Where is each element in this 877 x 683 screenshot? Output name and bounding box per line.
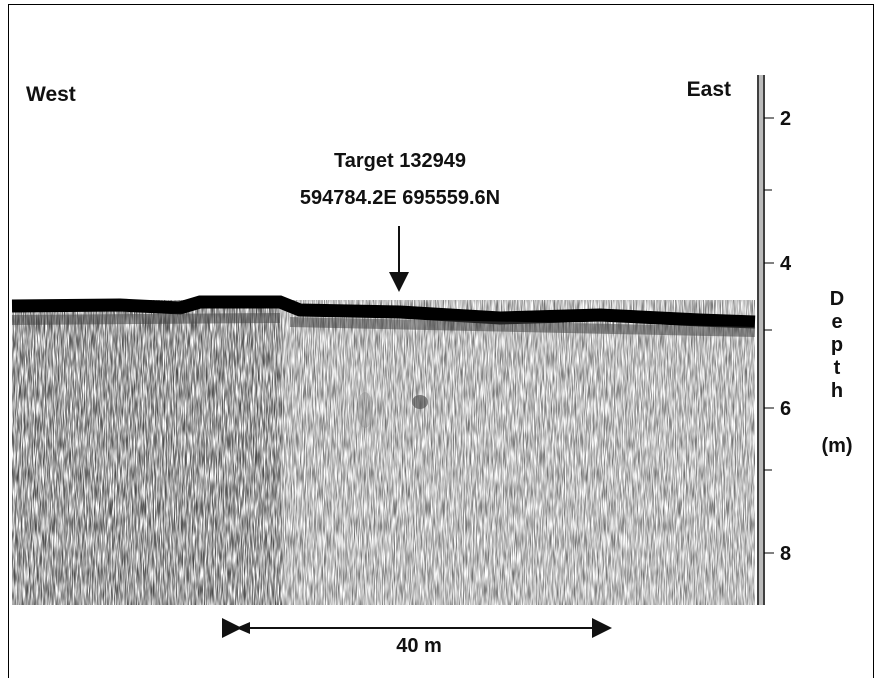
east-label: East: [687, 78, 731, 101]
tick-label: 8: [780, 543, 791, 565]
target-coords: 594784.2E 695559.6N: [300, 187, 500, 209]
minor-ticks: [764, 189, 772, 471]
target-label: Target 132949: [334, 150, 466, 172]
tick-label: 6: [780, 398, 791, 420]
sonar-image: [11, 295, 756, 605]
scale-label: 40 m: [396, 635, 442, 657]
tick-label: 2: [780, 108, 791, 130]
frame: [8, 4, 874, 683]
axis-fill: [759, 75, 763, 605]
depth-unit: (m): [821, 435, 852, 457]
scale-arrowhead: [236, 622, 250, 634]
tick-label: 4: [780, 253, 792, 275]
west-label: West: [26, 83, 76, 106]
